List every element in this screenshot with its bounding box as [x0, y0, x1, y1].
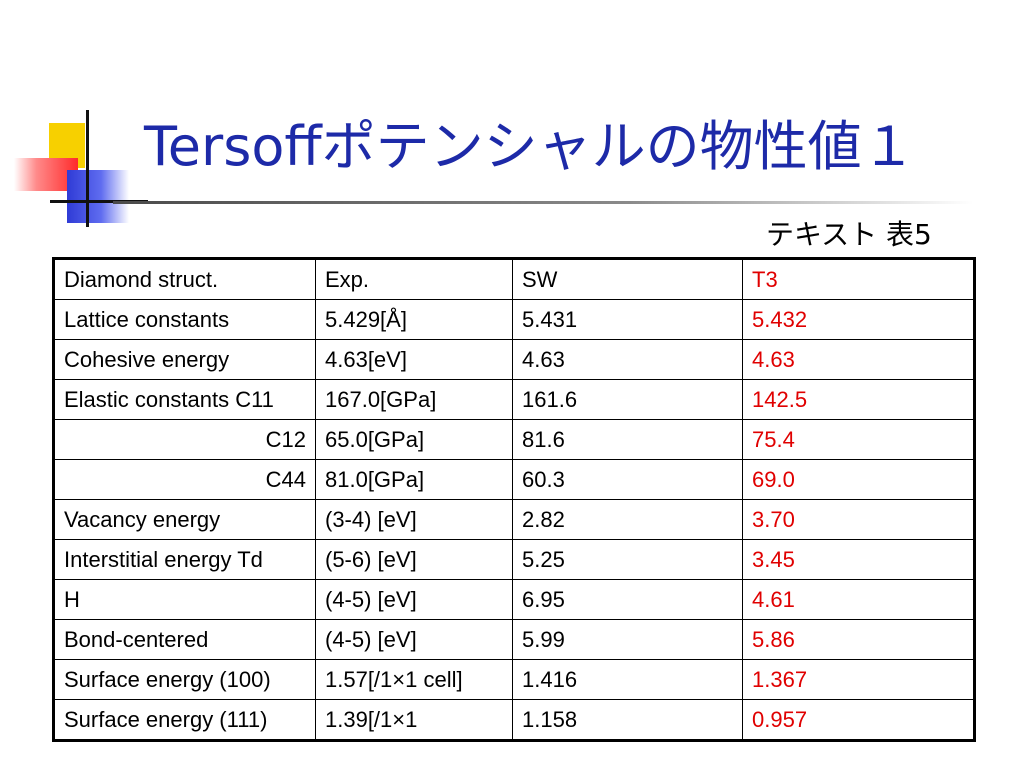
table-cell: 6.95: [512, 579, 743, 620]
table-row: Surface energy (111) 1.39[/1×1 1.158 0.9…: [53, 699, 975, 741]
table-cell: (4-5) [eV]: [315, 579, 513, 620]
table-cell: 1.367: [742, 659, 975, 700]
table-cell: 3.45: [742, 539, 975, 580]
slide-title: Tersoffポテンシャルの物性値１: [144, 115, 916, 178]
table-row: H (4-5) [eV] 6.95 4.61: [53, 579, 975, 620]
table-row: Surface energy (100) 1.57[/1×1 cell] 1.4…: [53, 659, 975, 700]
table-cell: 1.57[/1×1 cell]: [315, 659, 513, 700]
table-cell: 75.4: [742, 419, 975, 460]
table-cell: 69.0: [742, 459, 975, 500]
properties-table: Diamond struct. Exp. SW T3 Lattice const…: [52, 257, 976, 742]
table-cell: 1.416: [512, 659, 743, 700]
table-cell: 142.5: [742, 379, 975, 420]
table-cell: C12: [53, 419, 316, 460]
table-cell: 0.957: [742, 699, 975, 741]
table-cell: 3.70: [742, 499, 975, 540]
table-cell: 161.6: [512, 379, 743, 420]
table-cell: (3-4) [eV]: [315, 499, 513, 540]
table-cell: 5.432: [742, 299, 975, 340]
table-row: Vacancy energy (3-4) [eV] 2.82 3.70: [53, 499, 975, 540]
table-cell: Bond-centered: [53, 619, 316, 660]
table-cell: (5-6) [eV]: [315, 539, 513, 580]
table-cell: Interstitial energy Td: [53, 539, 316, 580]
title-underline: [113, 201, 973, 204]
table-cell: Surface energy (100): [53, 659, 316, 700]
table-cell: Lattice constants: [53, 299, 316, 340]
table-cell: 4.63[eV]: [315, 339, 513, 380]
logo-horizontal-line: [50, 200, 148, 203]
table-cell: T3: [742, 258, 975, 300]
table-cell: Elastic constants C11: [53, 379, 316, 420]
table-cell: Surface energy (111): [53, 699, 316, 741]
table-cell: C44: [53, 459, 316, 500]
table-cell: 1.158: [512, 699, 743, 741]
table-cell: 60.3: [512, 459, 743, 500]
table-row: C44 81.0[GPa] 60.3 69.0: [53, 459, 975, 500]
table-cell: 65.0[GPa]: [315, 419, 513, 460]
table-cell: Diamond struct.: [53, 258, 316, 300]
slide-logo-decoration: [0, 0, 160, 240]
table-cell: 5.431: [512, 299, 743, 340]
table-cell: 4.63: [742, 339, 975, 380]
table-cell: 5.99: [512, 619, 743, 660]
table-cell: SW: [512, 258, 743, 300]
table-cell: Cohesive energy: [53, 339, 316, 380]
table-cell: 167.0[GPa]: [315, 379, 513, 420]
table-cell: 5.86: [742, 619, 975, 660]
table-cell: 2.82: [512, 499, 743, 540]
table-cell: 81.6: [512, 419, 743, 460]
table-header-row: Diamond struct. Exp. SW T3: [53, 258, 975, 300]
table-row: Lattice constants 5.429[Å] 5.431 5.432: [53, 299, 975, 340]
table-row: Bond-centered (4-5) [eV] 5.99 5.86: [53, 619, 975, 660]
table-row: Interstitial energy Td (5-6) [eV] 5.25 3…: [53, 539, 975, 580]
table-cell: (4-5) [eV]: [315, 619, 513, 660]
table-cell: 81.0[GPa]: [315, 459, 513, 500]
logo-blue-square: [67, 170, 129, 223]
table-cell: 5.25: [512, 539, 743, 580]
table-cell: 4.61: [742, 579, 975, 620]
table-cell: H: [53, 579, 316, 620]
logo-vertical-line: [86, 110, 89, 227]
table-cell: 1.39[/1×1: [315, 699, 513, 741]
table-cell: Exp.: [315, 258, 513, 300]
table-row: Elastic constants C11 167.0[GPa] 161.6 1…: [53, 379, 975, 420]
table-row: Cohesive energy 4.63[eV] 4.63 4.63: [53, 339, 975, 380]
table-cell: 5.429[Å]: [315, 299, 513, 340]
table-cell: Vacancy energy: [53, 499, 316, 540]
table-row: C12 65.0[GPa] 81.6 75.4: [53, 419, 975, 460]
table-caption: テキスト 表5: [766, 218, 932, 251]
table-cell: 4.63: [512, 339, 743, 380]
